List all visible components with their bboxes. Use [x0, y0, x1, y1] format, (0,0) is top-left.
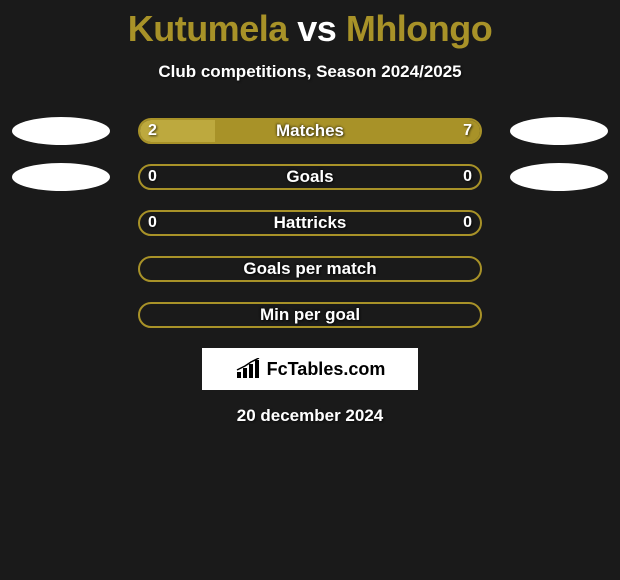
stats-area: Matches27 Goals00 Hattricks00 Goals per mat…	[0, 118, 620, 330]
player2-name: Mhlongo	[346, 8, 492, 49]
player-badge-left	[12, 163, 110, 191]
brand-chart-icon	[235, 358, 263, 380]
stat-row: Goals per match	[0, 256, 620, 284]
stat-bar-track	[138, 118, 482, 144]
player-badge-right	[510, 163, 608, 191]
stat-row: Goals00	[0, 164, 620, 192]
stat-bar-fill-left	[140, 120, 215, 142]
brand-box: FcTables.com	[202, 348, 418, 390]
stat-row: Matches27	[0, 118, 620, 146]
stat-bar-track	[138, 164, 482, 190]
stat-bar-track	[138, 256, 482, 282]
brand-text: FcTables.com	[267, 359, 386, 380]
date-label: 20 december 2024	[0, 406, 620, 426]
comparison-title: Kutumela vs Mhlongo	[0, 0, 620, 50]
player1-name: Kutumela	[128, 8, 288, 49]
stat-row: Hattricks00	[0, 210, 620, 238]
vs-text: vs	[297, 8, 336, 49]
stat-row: Min per goal	[0, 302, 620, 330]
player-badge-right	[510, 117, 608, 145]
stat-bar-fill-right	[215, 120, 480, 142]
player-badge-left	[12, 117, 110, 145]
stat-bar-track	[138, 210, 482, 236]
subtitle: Club competitions, Season 2024/2025	[0, 62, 620, 82]
stat-bar-track	[138, 302, 482, 328]
